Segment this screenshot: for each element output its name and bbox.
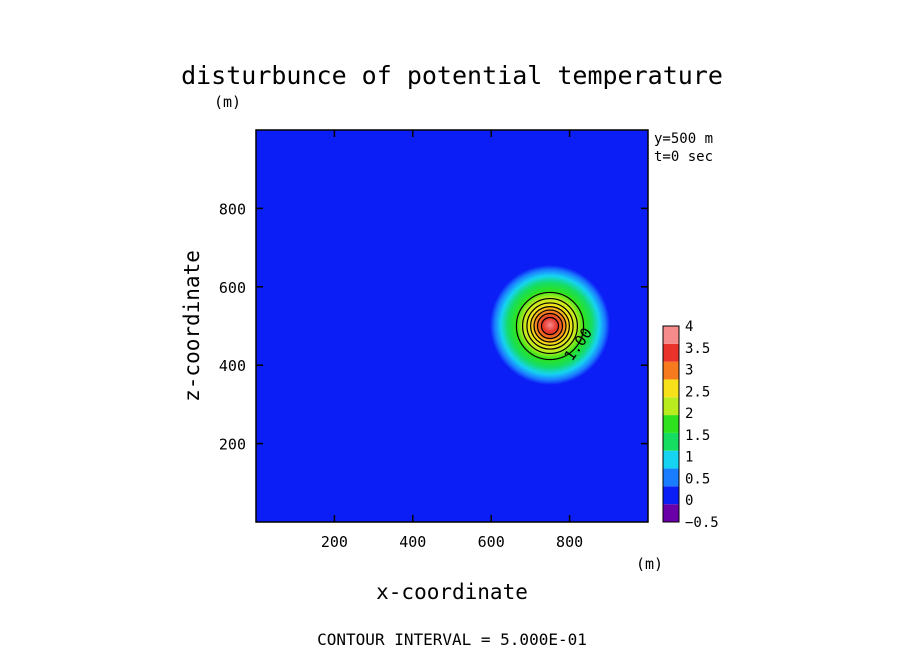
- contour-ring: [521, 297, 579, 355]
- colorbar-tick-label: 1.5: [685, 428, 710, 444]
- colorbar-segment: [663, 415, 679, 433]
- contour-ring: [540, 316, 560, 336]
- x-axis: 200 400 600 800: [321, 130, 583, 551]
- colorbar-tick-label: 0: [685, 493, 693, 509]
- y-unit-label: (m): [214, 93, 241, 111]
- contour-ring: [515, 291, 585, 361]
- annotation-y-slice: y=500 m: [654, 131, 713, 147]
- colorbar-segment: [663, 361, 679, 380]
- contour-ring: [530, 306, 570, 346]
- temperature-bubble: [490, 265, 610, 385]
- colorbar-segment: [663, 486, 679, 505]
- colorbar-tick-label: 4: [685, 319, 693, 335]
- colorbar-segment: [663, 450, 679, 469]
- colorbar-tick-label: 0.5: [685, 471, 710, 487]
- contour-ring: [536, 312, 564, 340]
- colorbar-tick-label: 1: [685, 450, 693, 466]
- y-tick-label: 800: [219, 200, 246, 218]
- plot-frame: [255, 129, 649, 523]
- colorbar-tick-label: 2.5: [685, 384, 710, 400]
- x-tick-label: 800: [556, 533, 583, 551]
- y-tick-label: 600: [219, 279, 246, 297]
- x-unit-label: (m): [636, 555, 663, 573]
- colorbar-tick-label: 3.5: [685, 341, 710, 357]
- contour-lines: [515, 291, 585, 361]
- x-tick-label: 200: [321, 533, 348, 551]
- colorbar-tick-label: −0.5: [685, 515, 719, 531]
- x-tick-label: 600: [478, 533, 505, 551]
- colorbar-tick-label: 2: [685, 406, 693, 422]
- colorbar-segment: [663, 504, 679, 522]
- colorbar-tick-label: 3: [685, 363, 693, 379]
- x-tick-label: 400: [399, 533, 426, 551]
- y-tick-label: 200: [219, 436, 246, 454]
- annotation-time: t=0 sec: [654, 149, 713, 165]
- y-axis: 200 400 600 800: [219, 200, 648, 454]
- y-axis-label: z-coordinate: [180, 250, 204, 402]
- colorbar-segment: [663, 343, 679, 362]
- colorbar: 4 3.5 3 2.5 2 1.5 1 0.5 0 −0.5: [662, 319, 719, 531]
- colorbar-segment: [663, 397, 679, 416]
- colorbar-segment: [663, 468, 679, 487]
- colorbar-frame: [662, 325, 680, 523]
- y-tick-label: 400: [219, 357, 246, 375]
- colorbar-segment: [663, 379, 679, 398]
- contour-ring: [533, 309, 567, 343]
- x-axis-label: x-coordinate: [376, 580, 528, 604]
- plot-area: [255, 129, 649, 523]
- contour-interval-note: CONTOUR INTERVAL = 5.000E-01: [317, 630, 587, 649]
- colorbar-segment: [663, 326, 679, 344]
- contour-ring: [526, 302, 574, 350]
- chart-title: disturbunce of potential temperature: [181, 61, 723, 90]
- colorbar-segment: [663, 432, 679, 451]
